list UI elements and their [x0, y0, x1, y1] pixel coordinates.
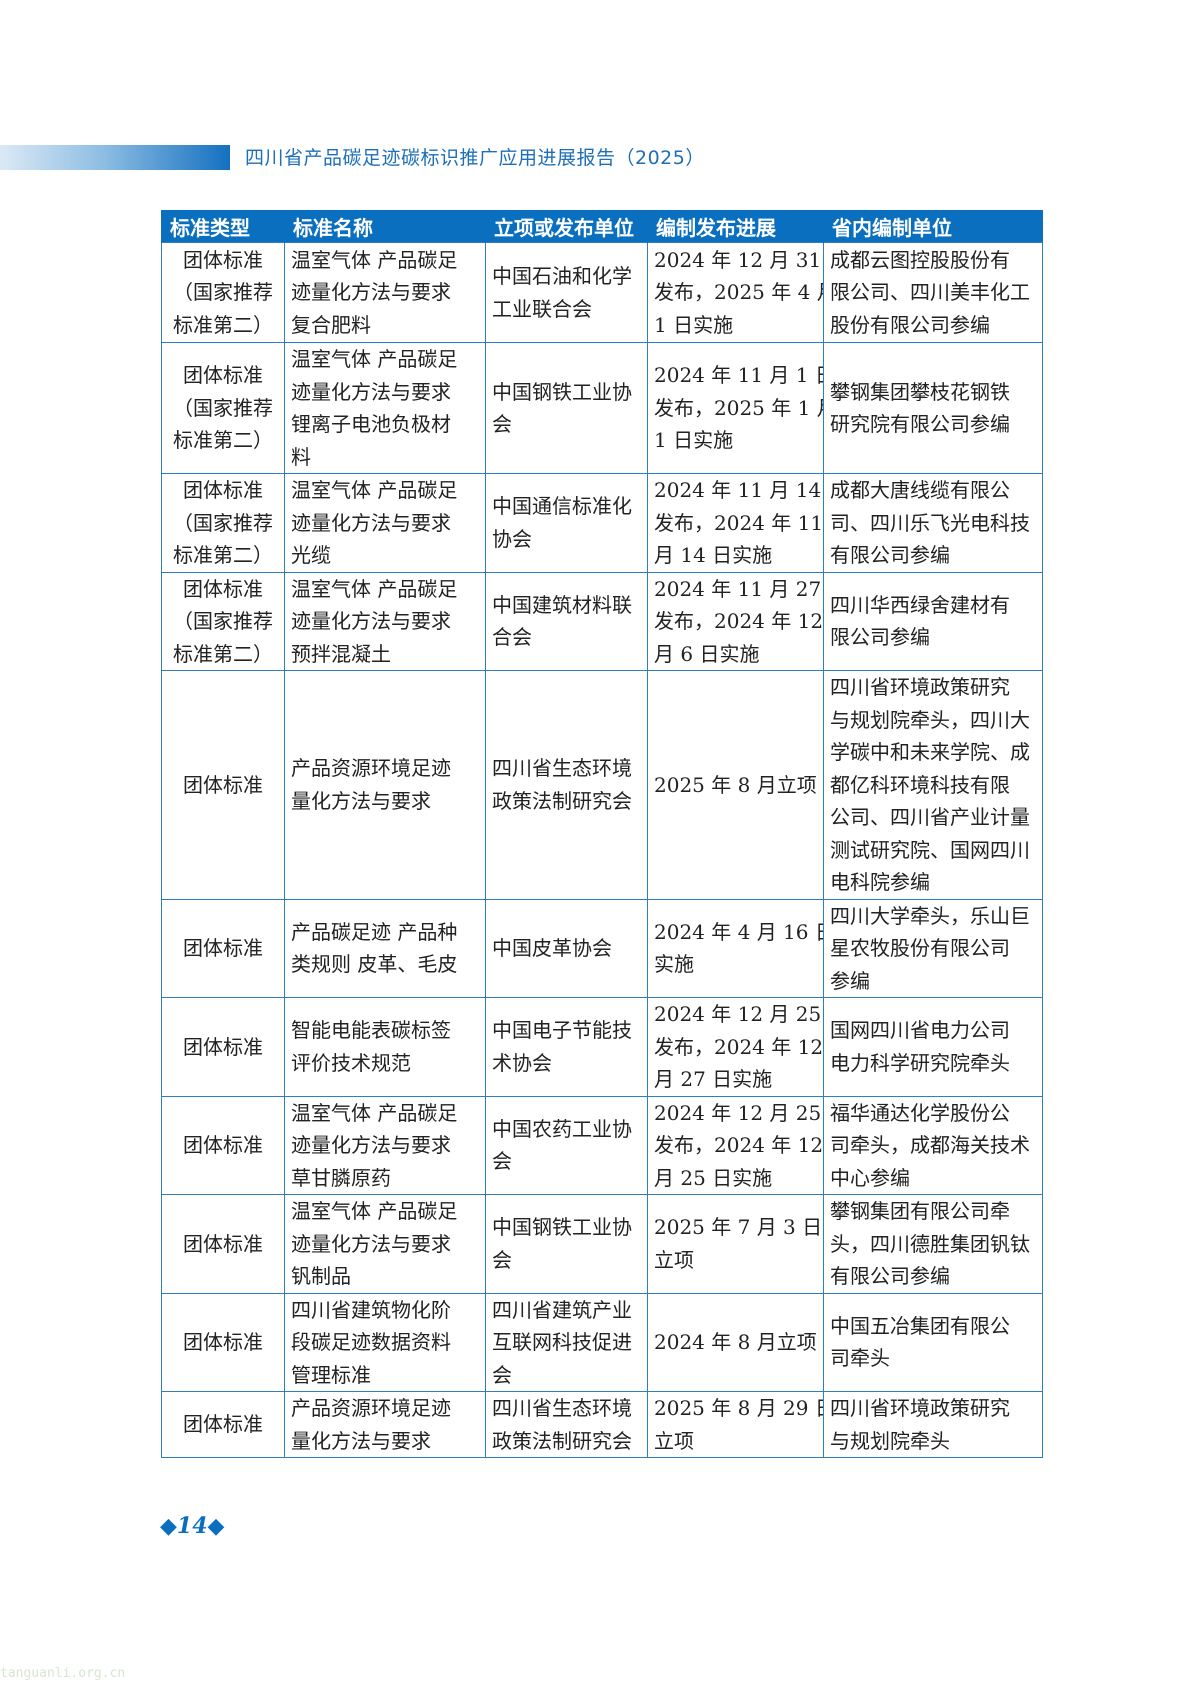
- cell-org: 中国钢铁工业协 会: [485, 342, 648, 474]
- table-row: 团体标准 （国家推荐 标准第二） 温室气体 产品碳足 迹量化方法与要求 锂离子电池…: [161, 342, 1043, 474]
- table-header-row: 标准类型 标准名称 立项或发布单位 编制发布进展 省内编制单位: [161, 210, 1043, 243]
- cell-units: 成都云图控股股份有 限公司、四川美丰化工 股份有限公司参编: [823, 242, 1043, 343]
- cell-type: 团体标准 （国家推荐 标准第二）: [161, 242, 285, 343]
- page-number-text: 14: [176, 1513, 208, 1539]
- cell-units: 四川华西绿舍建材有 限公司参编: [823, 571, 1043, 671]
- cell-name: 产品资源环境足迹 量化方法与要求: [284, 1391, 486, 1458]
- standards-table: 标准类型 标准名称 立项或发布单位 编制发布进展 省内编制单位 团体标准 （国家推荐 标…: [161, 210, 1043, 1458]
- table-row: 团体标准 产品碳足迹 产品种 类规则 皮革、毛皮 中国皮革协会 2024 年 4 月 …: [161, 898, 1043, 998]
- cell-name: 温室气体 产品碳足 迹量化方法与要求 锂离子电池负极材 料: [284, 342, 486, 474]
- cell-org: 中国石油和化学 工业联合会: [485, 242, 648, 343]
- table-row: 团体标准 智能电能表碳标签 评价技术规范 中国电子节能技 术协会 2024 年 12 …: [161, 997, 1043, 1097]
- cell-type: 团体标准 （国家推荐 标准第二）: [161, 571, 285, 671]
- cell-units: 攀钢集团攀枝花钢铁 研究院有限公司参编: [823, 342, 1043, 474]
- column-header: 立项或发布单位: [485, 210, 648, 243]
- cell-org: 中国皮革协会: [485, 898, 648, 998]
- cell-org: 四川省建筑产业 互联网科技促进 会: [485, 1292, 648, 1392]
- cell-units: 四川大学牵头，乐山巨 星农牧股份有限公司 参编: [823, 898, 1043, 998]
- cell-progress: 2024 年 11 月 14 日 发布，2024 年 11 月 14 日实施: [647, 473, 824, 573]
- cell-org: 中国农药工业协 会: [485, 1095, 648, 1195]
- cell-progress: 2024 年 12 月 31 日 发布，2025 年 4 月 1 日实施: [647, 242, 824, 343]
- cell-progress: 2025 年 8 月 29 日 立项: [647, 1391, 824, 1458]
- cell-type: 团体标准: [161, 898, 285, 998]
- cell-type: 团体标准: [161, 997, 285, 1097]
- cell-type: 团体标准: [161, 1391, 285, 1458]
- cell-org: 四川省生态环境 政策法制研究会: [485, 670, 648, 900]
- table-row: 团体标准 温室气体 产品碳足 迹量化方法与要求 草甘膦原药 中国农药工业协 会 202…: [161, 1095, 1043, 1195]
- watermark: tanguanli.org.cn: [0, 1666, 126, 1681]
- cell-type: 团体标准: [161, 1095, 285, 1195]
- table-row: 团体标准 产品资源环境足迹 量化方法与要求 四川省生态环境 政策法制研究会 2025 …: [161, 1391, 1043, 1458]
- diamond-icon: ◆: [160, 1513, 177, 1539]
- cell-type: 团体标准: [161, 670, 285, 900]
- header-gradient-bar: [0, 145, 230, 170]
- cell-name: 温室气体 产品碳足 迹量化方法与要求 草甘膦原药: [284, 1095, 486, 1195]
- column-header: 标准名称: [284, 210, 486, 243]
- cell-progress: 2024 年 8 月立项: [647, 1292, 824, 1392]
- column-header: 标准类型: [161, 210, 285, 243]
- cell-type: 团体标准 （国家推荐 标准第二）: [161, 342, 285, 474]
- table-row: 团体标准 （国家推荐 标准第二） 温室气体 产品碳足 迹量化方法与要求 复合肥料中…: [161, 242, 1043, 343]
- cell-type: 团体标准: [161, 1292, 285, 1392]
- diamond-icon: ◆: [207, 1513, 225, 1539]
- cell-name: 温室气体 产品碳足 迹量化方法与要求 钒制品: [284, 1194, 486, 1294]
- cell-units: 四川省环境政策研究 与规划院牵头，四川大 学碳中和未来学院、成 都亿科环境科技有…: [823, 670, 1043, 900]
- cell-units: 成都大唐线缆有限公 司、四川乐飞光电科技 有限公司参编: [823, 473, 1043, 573]
- cell-name: 产品碳足迹 产品种 类规则 皮革、毛皮: [284, 898, 486, 998]
- cell-units: 福华通达化学股份公 司牵头，成都海关技术 中心参编: [823, 1095, 1043, 1195]
- cell-org: 中国电子节能技 术协会: [485, 997, 648, 1097]
- table-row: 团体标准 产品资源环境足迹 量化方法与要求 四川省生态环境 政策法制研究会 2025 …: [161, 670, 1043, 900]
- table-row: 团体标准 温室气体 产品碳足 迹量化方法与要求 钒制品 中国钢铁工业协 会 2025 …: [161, 1194, 1043, 1294]
- table-row: 团体标准 四川省建筑物化阶 段碳足迹数据资料 管理标准 四川省建筑产业 互联网科技促…: [161, 1292, 1043, 1392]
- cell-progress: 2025 年 8 月立项: [647, 670, 824, 900]
- cell-progress: 2025 年 7 月 3 日 立项: [647, 1194, 824, 1294]
- cell-org: 四川省生态环境 政策法制研究会: [485, 1391, 648, 1458]
- cell-org: 中国建筑材料联 合会: [485, 571, 648, 671]
- cell-units: 攀钢集团有限公司牵 头，四川德胜集团钒钛 有限公司参编: [823, 1194, 1043, 1294]
- cell-progress: 2024 年 11 月 1 日 发布，2025 年 1 月 1 日实施: [647, 342, 824, 474]
- cell-progress: 2024 年 4 月 16 日 实施: [647, 898, 824, 998]
- cell-units: 国网四川省电力公司 电力科学研究院牵头: [823, 997, 1043, 1097]
- table-row: 团体标准 （国家推荐 标准第二） 温室气体 产品碳足 迹量化方法与要求 预拌混凝土…: [161, 571, 1043, 671]
- cell-units: 中国五冶集团有限公 司牵头: [823, 1292, 1043, 1392]
- cell-name: 产品资源环境足迹 量化方法与要求: [284, 670, 486, 900]
- column-header: 省内编制单位: [823, 210, 1043, 243]
- cell-org: 中国钢铁工业协 会: [485, 1194, 648, 1294]
- cell-name: 四川省建筑物化阶 段碳足迹数据资料 管理标准: [284, 1292, 486, 1392]
- cell-name: 温室气体 产品碳足 迹量化方法与要求 预拌混凝土: [284, 571, 486, 671]
- cell-progress: 2024 年 11 月 27 日 发布，2024 年 12 月 6 日实施: [647, 571, 824, 671]
- report-title: 四川省产品碳足迹碳标识推广应用进展报告（2025）: [245, 147, 705, 169]
- cell-org: 中国通信标准化 协会: [485, 473, 648, 573]
- cell-progress: 2024 年 12 月 25 日 发布，2024 年 12 月 25 日实施: [647, 1095, 824, 1195]
- table-row: 团体标准 （国家推荐 标准第二） 温室气体 产品碳足 迹量化方法与要求 光缆 中国通…: [161, 473, 1043, 573]
- cell-units: 四川省环境政策研究 与规划院牵头: [823, 1391, 1043, 1458]
- cell-type: 团体标准: [161, 1194, 285, 1294]
- page-number: ◆14◆: [160, 1513, 224, 1539]
- cell-progress: 2024 年 12 月 25 日 发布，2024 年 12 月 27 日实施: [647, 997, 824, 1097]
- cell-name: 温室气体 产品碳足 迹量化方法与要求 复合肥料: [284, 242, 486, 343]
- cell-name: 智能电能表碳标签 评价技术规范: [284, 997, 486, 1097]
- column-header: 编制发布进展: [647, 210, 824, 243]
- cell-type: 团体标准 （国家推荐 标准第二）: [161, 473, 285, 573]
- cell-name: 温室气体 产品碳足 迹量化方法与要求 光缆: [284, 473, 486, 573]
